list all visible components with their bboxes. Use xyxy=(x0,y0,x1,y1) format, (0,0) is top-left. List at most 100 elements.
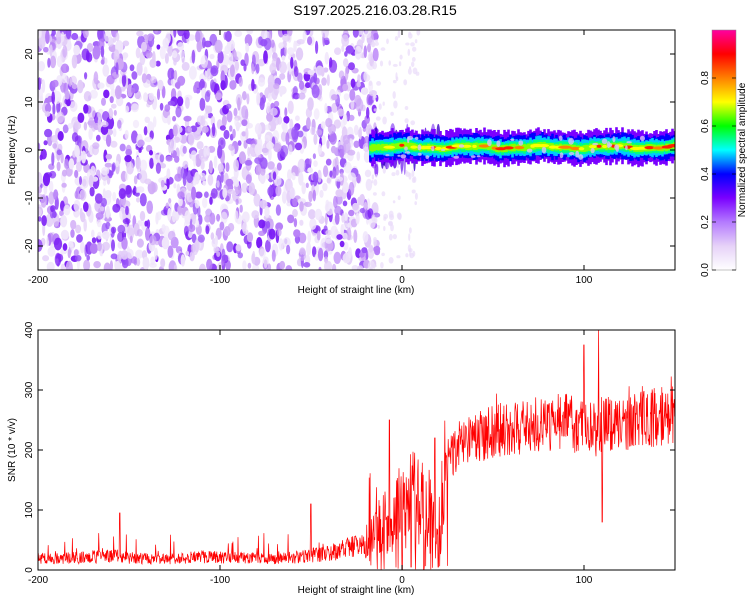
heatmap-cell xyxy=(136,238,144,248)
heatmap-cell xyxy=(275,222,284,231)
heatmap-cell xyxy=(132,119,140,129)
heatmap-cell xyxy=(355,98,364,113)
heatmap-cell xyxy=(318,266,322,270)
heatmap-cell xyxy=(48,191,55,205)
heatmap-cell xyxy=(299,219,304,226)
heatmap-cell xyxy=(412,250,416,257)
heatmap-cell xyxy=(102,241,110,251)
heatmap-cell xyxy=(404,118,409,124)
heatmap-cell xyxy=(62,124,69,134)
heatmap-hotspot xyxy=(602,144,608,149)
heatmap-cell xyxy=(75,224,82,234)
heatmap-cell xyxy=(70,229,75,238)
heatmap-cell xyxy=(296,39,305,45)
heatmap-cell xyxy=(185,250,190,256)
heatmap-cell xyxy=(288,144,293,155)
heatmap-cell xyxy=(362,231,369,243)
heatmap-cell xyxy=(202,180,207,186)
heatmap-cell xyxy=(120,250,129,260)
colorbar-label: Normalized spectral amplitude xyxy=(737,82,748,217)
heatmap-cell xyxy=(315,40,319,54)
heatmap-cell xyxy=(233,159,240,172)
heatmap-cell xyxy=(54,221,60,229)
heatmap-cell xyxy=(411,177,416,183)
heatmap-cell xyxy=(241,131,247,137)
heatmap-cell xyxy=(625,145,628,151)
heatmap-cell xyxy=(264,206,270,218)
heatmap-cell xyxy=(164,53,169,64)
heatmap-cell xyxy=(373,245,381,253)
heatmap-cell xyxy=(93,261,101,269)
heatmap-cell xyxy=(365,178,373,191)
heatmap-cell xyxy=(298,232,307,244)
heatmap-cell xyxy=(64,90,70,100)
heatmap-cell xyxy=(229,79,237,90)
heatmap-cell xyxy=(164,104,171,112)
heatmap-cell xyxy=(316,230,321,241)
heatmap-cell xyxy=(89,186,95,197)
heatmap-cell xyxy=(166,178,170,190)
heatmap-cell xyxy=(112,203,121,213)
heatmap-cell xyxy=(309,218,317,230)
heatmap-cell xyxy=(244,159,253,166)
heatmap-cell xyxy=(183,30,190,40)
heatmap-cell xyxy=(226,110,233,123)
heatmap-cell xyxy=(172,124,178,137)
heatmap-cell xyxy=(130,103,139,113)
heatmap-cell xyxy=(253,193,261,207)
heatmap-cell xyxy=(148,92,155,101)
heatmap-cell xyxy=(271,87,278,101)
heatmap-cell xyxy=(335,176,344,182)
heatmap-cell xyxy=(61,182,67,188)
heatmap-cell xyxy=(167,230,176,241)
heatmap-cell xyxy=(377,224,380,229)
heatmap-cell xyxy=(131,87,135,94)
heatmap-cell xyxy=(264,124,271,131)
heatmap-cell xyxy=(307,69,316,76)
heatmap-cell xyxy=(245,127,249,140)
heatmap-cell xyxy=(210,79,215,91)
heatmap-cell xyxy=(62,45,68,58)
heatmap-cell xyxy=(343,93,350,101)
heatmap-cell xyxy=(371,214,376,222)
heatmap-cell xyxy=(205,105,209,114)
heatmap-cell xyxy=(101,121,109,128)
heatmap-cell xyxy=(67,248,71,259)
heatmap-cell xyxy=(371,39,375,48)
heatmap-cell xyxy=(324,102,328,114)
heatmap-cell xyxy=(414,192,418,200)
heatmap-cell xyxy=(329,132,337,145)
heatmap-cell xyxy=(191,186,197,201)
heatmap-cell xyxy=(38,186,42,194)
heatmap-cell xyxy=(182,145,187,154)
heatmap-cell xyxy=(187,126,192,133)
heatmap-cell xyxy=(237,140,242,146)
heatmap-cell xyxy=(366,107,370,119)
heatmap-cell xyxy=(53,237,63,251)
heatmap-cell xyxy=(241,182,249,193)
heatmap-cell xyxy=(374,41,379,46)
heatmap-cell xyxy=(103,89,110,99)
heatmap-cell xyxy=(115,160,120,168)
heatmap-cell xyxy=(242,260,247,270)
heatmap-cell xyxy=(289,118,294,131)
heatmap-cell xyxy=(60,152,64,164)
heatmap-cell xyxy=(606,141,611,149)
heatmap-cell xyxy=(272,117,280,126)
heatmap-cell xyxy=(56,161,61,172)
heatmap-cell xyxy=(390,111,394,116)
heatmap-cell xyxy=(144,116,151,124)
heatmap-cell xyxy=(217,145,223,159)
heatmap-cell xyxy=(294,235,300,244)
heatmap-cell xyxy=(326,74,330,86)
heatmap-cell xyxy=(412,46,417,52)
heatmap-cell xyxy=(410,120,416,126)
heatmap-cell xyxy=(372,192,377,196)
heatmap-cell xyxy=(276,162,282,171)
heatmap-cell xyxy=(145,226,151,241)
heatmap-cell xyxy=(269,62,277,74)
heatmap-cell xyxy=(114,85,122,100)
heatmap-cell xyxy=(188,132,195,146)
heatmap-cell xyxy=(135,156,141,170)
heatmap-cell xyxy=(245,122,253,129)
